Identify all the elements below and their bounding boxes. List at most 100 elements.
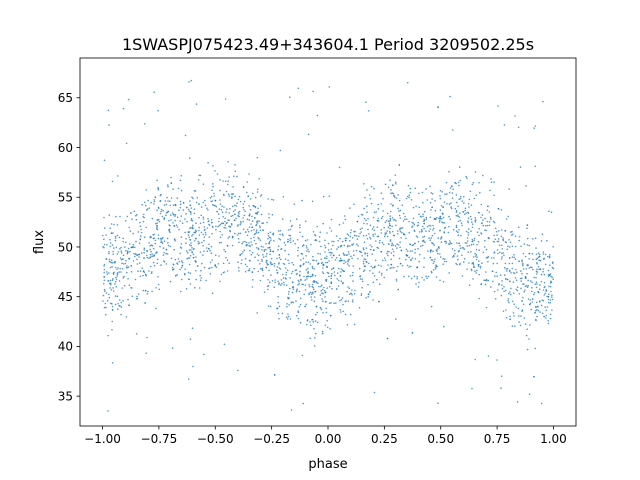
data-point	[373, 266, 376, 269]
data-point	[395, 220, 397, 222]
data-point	[295, 300, 297, 302]
data-point	[155, 222, 157, 225]
data-point	[249, 259, 251, 262]
data-point	[217, 220, 220, 223]
data-point	[511, 325, 514, 327]
data-point	[167, 244, 170, 247]
data-point	[139, 275, 142, 278]
x-tick-label: 0.00	[315, 432, 342, 446]
data-point	[143, 271, 146, 274]
data-point	[288, 304, 290, 306]
data-point	[459, 219, 462, 222]
data-point	[339, 257, 342, 260]
data-point	[466, 240, 469, 242]
data-point	[316, 311, 319, 314]
data-point	[278, 238, 280, 240]
data-point	[156, 258, 159, 261]
data-point	[311, 267, 314, 269]
data-point	[399, 228, 401, 231]
data-point	[526, 237, 529, 240]
data-point	[535, 270, 538, 273]
data-point	[227, 219, 229, 221]
data-point	[189, 157, 191, 159]
data-point	[411, 244, 414, 247]
data-point	[471, 387, 473, 390]
data-point	[390, 263, 393, 266]
data-point	[118, 280, 121, 282]
data-point	[480, 216, 482, 219]
data-point	[262, 246, 264, 248]
data-point	[243, 200, 246, 203]
data-point	[248, 173, 250, 175]
data-point	[248, 226, 251, 228]
data-point	[495, 230, 498, 233]
data-point	[322, 195, 325, 198]
data-point	[208, 243, 210, 246]
data-point	[431, 259, 434, 261]
data-point	[117, 302, 119, 305]
data-point	[475, 258, 478, 261]
data-point	[539, 259, 542, 262]
data-point	[188, 257, 191, 259]
data-point	[415, 235, 418, 237]
data-point	[278, 283, 280, 286]
data-point	[376, 235, 379, 238]
data-point	[188, 244, 191, 246]
data-point	[342, 281, 345, 284]
data-point	[270, 237, 272, 239]
data-point	[392, 219, 395, 221]
data-point	[211, 266, 213, 269]
data-point	[470, 218, 473, 221]
data-point	[389, 179, 391, 181]
data-point	[369, 224, 372, 227]
data-point	[304, 239, 307, 242]
data-point	[398, 199, 401, 202]
data-point	[195, 256, 197, 258]
data-point	[399, 227, 401, 229]
data-point	[380, 192, 383, 194]
data-point	[286, 305, 288, 308]
data-point	[157, 283, 160, 286]
data-point	[547, 275, 550, 278]
data-point	[487, 255, 490, 258]
data-point	[249, 249, 251, 252]
data-point	[277, 301, 280, 304]
data-point	[508, 269, 511, 272]
data-point	[391, 225, 393, 228]
data-point	[360, 294, 363, 297]
data-point	[145, 254, 148, 257]
data-point	[244, 270, 247, 273]
data-point	[113, 271, 115, 274]
data-point	[118, 236, 121, 239]
data-point	[400, 237, 402, 239]
data-point	[305, 255, 307, 257]
data-point	[469, 190, 472, 193]
data-point	[465, 230, 468, 233]
data-point	[103, 263, 106, 266]
data-point	[373, 391, 376, 394]
data-point	[290, 225, 293, 228]
data-point	[392, 230, 394, 233]
data-point	[416, 276, 419, 278]
data-point	[266, 221, 268, 224]
data-point	[302, 283, 305, 286]
data-point	[229, 226, 232, 228]
data-point	[293, 203, 296, 205]
data-point	[170, 182, 173, 184]
data-point	[298, 290, 301, 293]
data-point	[454, 182, 456, 184]
data-point	[257, 259, 259, 262]
data-point	[519, 277, 522, 280]
data-point	[365, 297, 367, 299]
data-point	[547, 298, 550, 301]
data-point	[313, 328, 315, 330]
data-point	[242, 203, 245, 205]
data-point	[450, 242, 453, 245]
data-point	[120, 252, 123, 254]
data-point	[317, 282, 319, 285]
data-point	[204, 199, 206, 202]
data-point	[348, 287, 351, 290]
data-point	[467, 221, 469, 224]
data-point	[464, 242, 467, 244]
data-point	[224, 180, 227, 183]
